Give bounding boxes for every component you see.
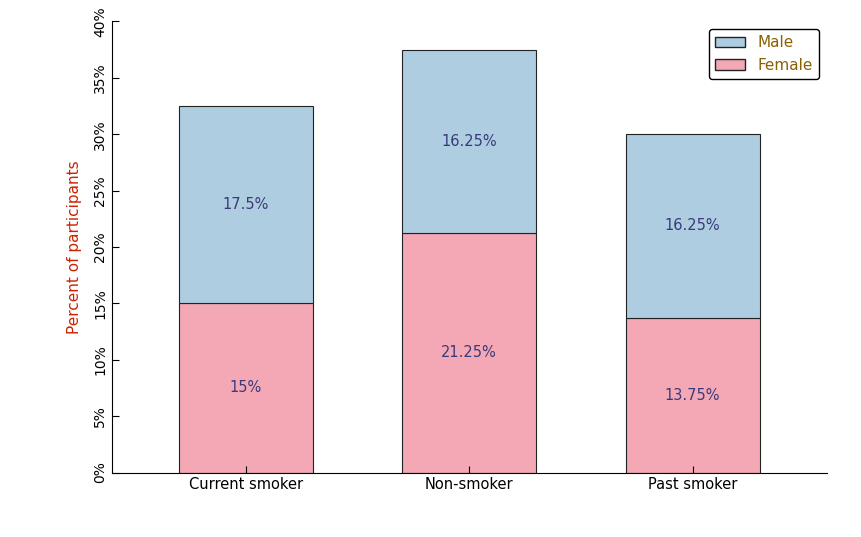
Text: 15%: 15% — [230, 381, 262, 395]
Legend: Male, Female: Male, Female — [709, 29, 819, 79]
Bar — [179, 106, 313, 303]
Text: 16.25%: 16.25% — [665, 219, 721, 234]
Bar — [402, 233, 536, 473]
Bar — [626, 134, 759, 317]
Bar — [402, 49, 536, 233]
Text: 17.5%: 17.5% — [223, 197, 269, 212]
Y-axis label: Percent of participants: Percent of participants — [67, 160, 82, 334]
Bar — [179, 303, 313, 473]
Text: 16.25%: 16.25% — [442, 134, 497, 149]
Text: 13.75%: 13.75% — [665, 388, 721, 403]
Text: 21.25%: 21.25% — [442, 345, 497, 360]
Bar — [626, 317, 759, 473]
